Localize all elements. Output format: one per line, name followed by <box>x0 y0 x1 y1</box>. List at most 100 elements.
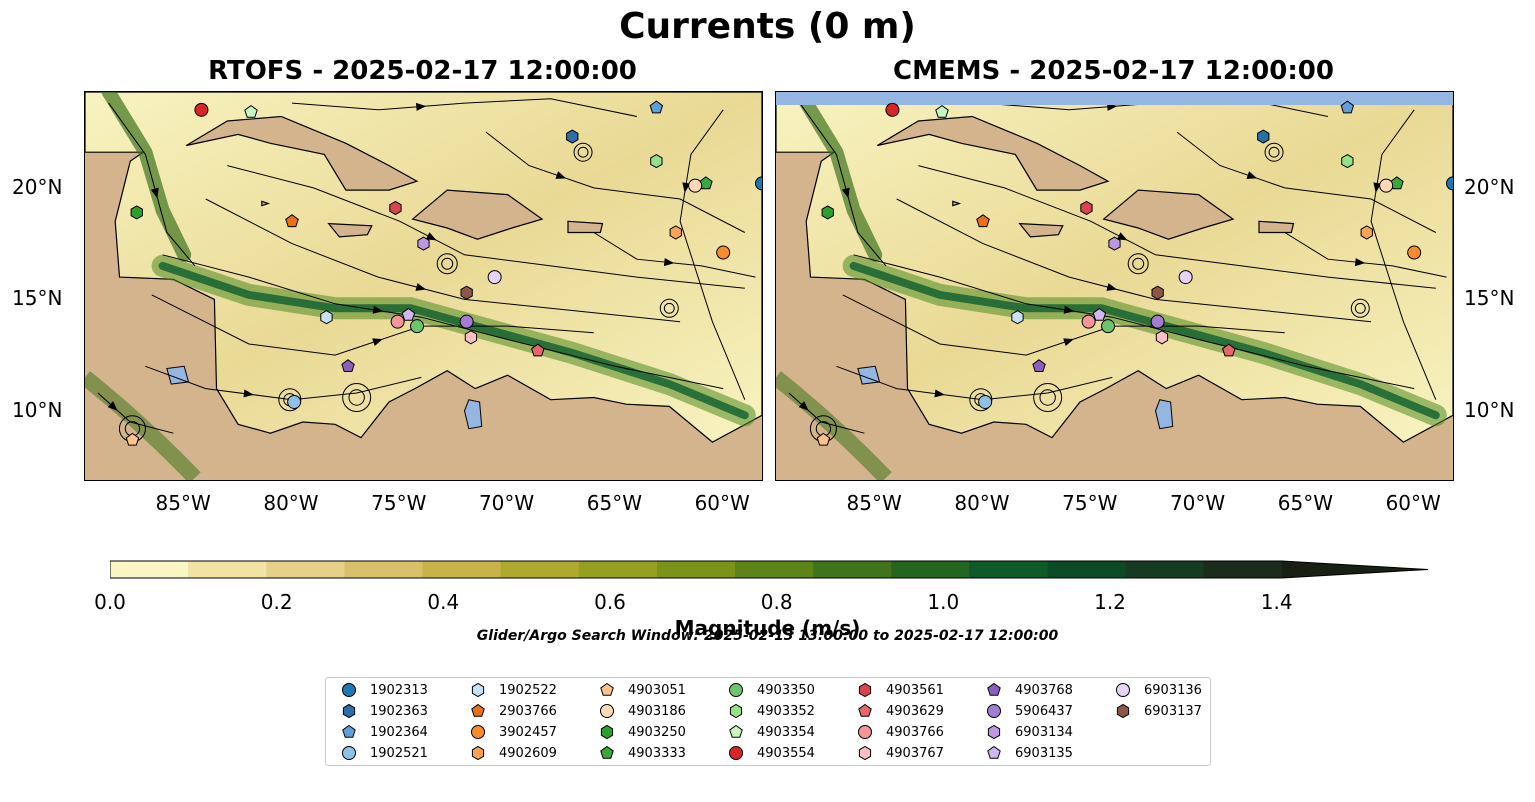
legend-marker-pentagon-icon <box>600 682 614 696</box>
float-marker-6903135[interactable] <box>401 307 416 321</box>
legend-item-4902609: 4902609 <box>467 743 557 763</box>
float-marker-1902313[interactable] <box>1446 176 1454 191</box>
float-marker-2903766[interactable] <box>285 214 299 228</box>
legend-marker[interactable] <box>342 703 356 719</box>
legend-marker[interactable] <box>858 725 872 739</box>
legend-label: 4903766 <box>886 724 944 740</box>
float-marker-4903350[interactable] <box>1101 319 1116 334</box>
float-marker-5906437[interactable] <box>1150 314 1165 329</box>
eddy <box>436 253 458 275</box>
legend-label: 5906437 <box>1015 703 1073 719</box>
float-marker-4903250[interactable] <box>821 205 834 220</box>
float-marker-4903767[interactable] <box>464 330 478 345</box>
float-marker-6903136[interactable] <box>1178 270 1193 285</box>
float-marker-1902313[interactable] <box>755 176 763 191</box>
lon-label-cmems: 75°W <box>1062 491 1118 515</box>
legend-marker[interactable] <box>471 725 485 739</box>
float-marker-4903333[interactable] <box>1390 176 1404 190</box>
float-marker-6903134[interactable] <box>417 236 430 251</box>
float-marker-4903352[interactable] <box>1341 154 1354 169</box>
float-marker-4903554[interactable] <box>194 102 209 117</box>
float-marker-2903766[interactable] <box>976 214 990 228</box>
legend-marker[interactable] <box>600 682 614 696</box>
float-marker-1902364[interactable] <box>649 100 664 114</box>
float-marker-6903137[interactable] <box>460 285 473 300</box>
legend-marker[interactable] <box>987 724 1001 740</box>
panel-title-rtofs: RTOFS - 2025-02-17 12:00:00 <box>208 56 637 86</box>
legend-label: 3902457 <box>499 724 557 740</box>
lon-label-cmems: 70°W <box>1169 491 1226 515</box>
float-marker-1902522[interactable] <box>320 310 333 325</box>
legend-marker[interactable] <box>342 683 356 697</box>
float-marker-4903186[interactable] <box>1379 178 1394 193</box>
float-marker-4903767[interactable] <box>1155 330 1169 345</box>
float-marker-4903186[interactable] <box>688 178 703 193</box>
legend-marker-circle-icon <box>729 746 743 760</box>
legend-marker[interactable] <box>729 683 743 697</box>
float-marker-4902609[interactable] <box>1360 225 1373 240</box>
float-marker-4903768[interactable] <box>1032 359 1046 372</box>
legend-marker[interactable] <box>987 745 1001 759</box>
float-marker-4903250[interactable] <box>130 205 143 220</box>
map-panel-cmems[interactable] <box>775 91 1454 481</box>
float-marker-4903766[interactable] <box>390 314 405 329</box>
float-marker-4903561[interactable] <box>389 200 402 216</box>
float-marker-4902609[interactable] <box>669 225 682 240</box>
legend-marker[interactable] <box>600 724 614 740</box>
legend-marker[interactable] <box>858 682 872 698</box>
flow-arrow <box>555 171 567 179</box>
float-marker-4903354[interactable] <box>935 104 949 118</box>
float-marker-4903350[interactable] <box>410 319 425 334</box>
legend-item-6903137: 6903137 <box>1112 701 1202 721</box>
legend-marker[interactable] <box>858 745 872 761</box>
map-panel-rtofs[interactable] <box>84 91 763 481</box>
legend-marker[interactable] <box>471 682 485 698</box>
lat-label-left: 20°N <box>12 174 63 199</box>
float-marker-3902457[interactable] <box>1407 245 1422 260</box>
legend-marker[interactable] <box>1116 703 1130 719</box>
legend-marker[interactable] <box>729 724 743 738</box>
legend-marker[interactable] <box>600 745 614 759</box>
legend-marker-pentagon-icon <box>471 703 485 717</box>
legend-marker[interactable] <box>987 704 1001 718</box>
float-marker-1902363[interactable] <box>566 129 579 144</box>
float-marker-6903136[interactable] <box>487 270 502 285</box>
legend-item-1902363: 1902363 <box>338 701 428 721</box>
float-marker-4903352[interactable] <box>650 154 663 169</box>
float-marker-6903137[interactable] <box>1151 285 1164 300</box>
float-marker-4903354[interactable] <box>244 104 258 118</box>
float-marker-6903135[interactable] <box>1092 307 1107 321</box>
legend-marker[interactable] <box>342 724 356 738</box>
float-marker-4903766[interactable] <box>1081 314 1096 329</box>
legend-marker[interactable] <box>858 703 872 717</box>
float-marker-4903554[interactable] <box>885 102 900 117</box>
colorbar-tick-label: 0.0 <box>94 590 126 614</box>
float-marker-5906437[interactable] <box>459 314 474 329</box>
eddy <box>342 382 372 412</box>
legend-marker-circle-icon <box>987 704 1001 718</box>
legend-marker[interactable] <box>471 745 485 761</box>
legend-marker[interactable] <box>1116 683 1130 697</box>
legend-marker[interactable] <box>987 682 1001 696</box>
legend-marker[interactable] <box>729 703 743 719</box>
float-marker-4903768[interactable] <box>341 359 355 372</box>
legend-marker[interactable] <box>342 746 356 760</box>
float-marker-6903134[interactable] <box>1108 236 1121 251</box>
float-marker-4903629[interactable] <box>1222 343 1236 357</box>
streamline <box>1176 131 1437 233</box>
float-marker-1902522[interactable] <box>1011 310 1024 325</box>
legend-marker[interactable] <box>471 703 485 717</box>
float-marker-4903051[interactable] <box>125 432 140 446</box>
float-marker-1902521[interactable] <box>287 394 302 409</box>
float-marker-4903561[interactable] <box>1080 200 1093 216</box>
float-marker-1902363[interactable] <box>1257 129 1270 144</box>
legend-marker[interactable] <box>729 746 743 760</box>
eddy-inner <box>1039 389 1056 406</box>
float-marker-3902457[interactable] <box>716 245 731 260</box>
float-marker-4903333[interactable] <box>699 176 713 190</box>
float-marker-4903051[interactable] <box>816 432 831 446</box>
float-marker-1902364[interactable] <box>1340 100 1355 114</box>
legend-marker[interactable] <box>600 704 614 718</box>
float-marker-1902521[interactable] <box>978 394 993 409</box>
float-marker-4903629[interactable] <box>531 343 545 357</box>
